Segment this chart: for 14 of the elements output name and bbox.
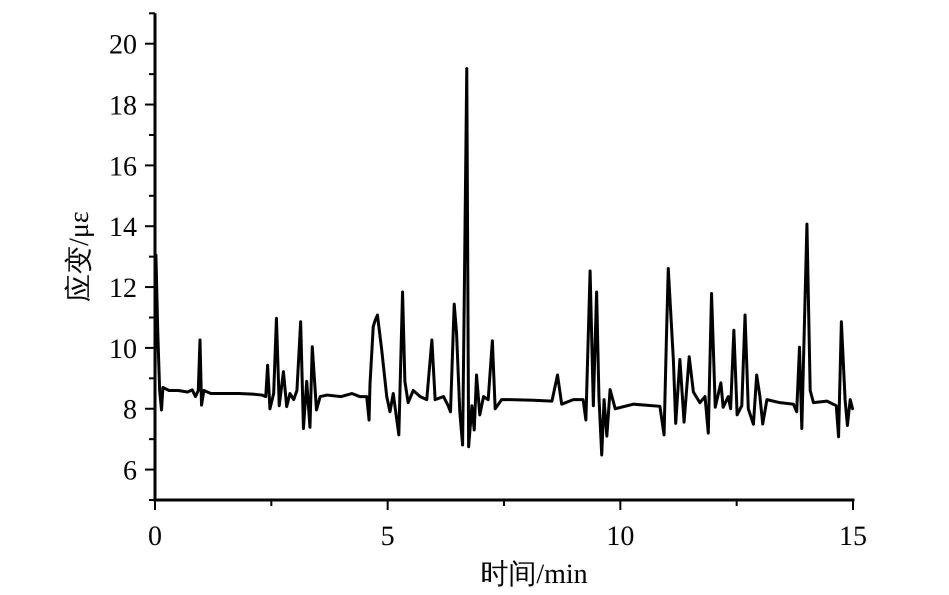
- y-tick-label: 16: [109, 151, 137, 182]
- x-tick-label: 0: [148, 521, 162, 552]
- y-tick-label: 8: [123, 394, 137, 426]
- y-tick-label: 18: [109, 90, 137, 122]
- x-axis-title: 时间/min: [480, 559, 588, 590]
- y-tick-label: 6: [123, 456, 137, 487]
- x-tick-label: 10: [606, 521, 634, 552]
- y-tick-label: 14: [109, 212, 137, 244]
- y-tick-label: 12: [109, 273, 137, 304]
- x-tick-label: 15: [839, 521, 867, 552]
- y-axis-title: 应变/με: [64, 211, 95, 302]
- y-tick-label: 10: [109, 334, 137, 365]
- x-tick-label: 5: [380, 521, 395, 552]
- y-tick-label: 20: [109, 30, 137, 61]
